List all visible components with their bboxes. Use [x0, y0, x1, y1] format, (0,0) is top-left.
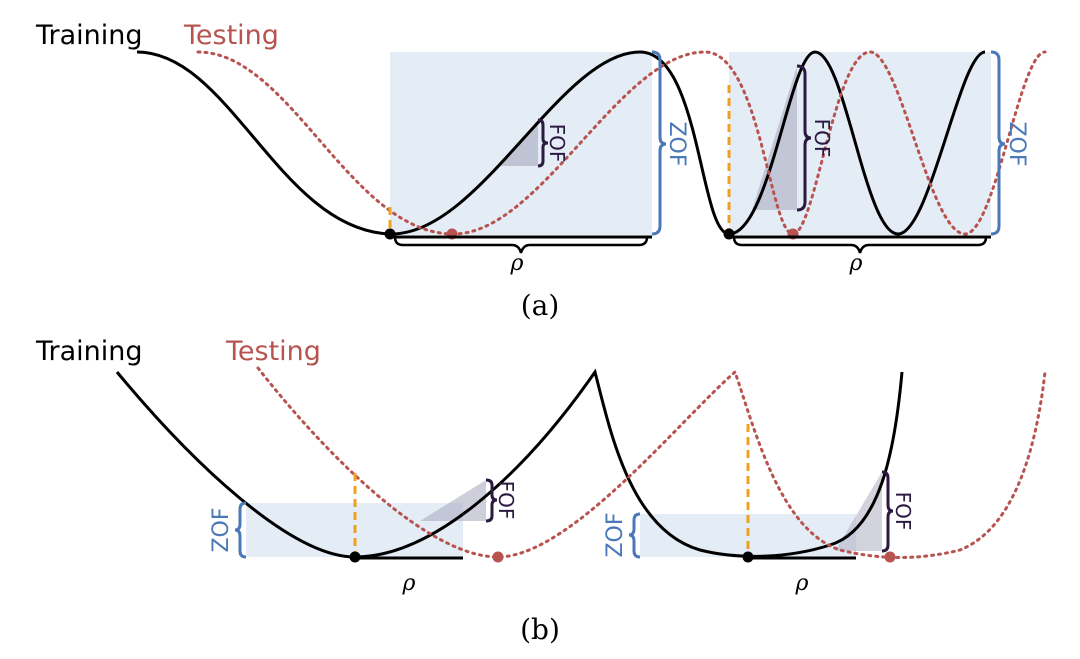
training-label-a: Training [35, 20, 143, 51]
zof-label-a2: ZOF [1004, 121, 1029, 166]
fof-brace-b1 [485, 478, 498, 523]
rho-brace-a2 [732, 236, 988, 254]
testing-minimum-b2 [884, 551, 896, 563]
fof-triangle-b2 [835, 472, 882, 551]
fof-label-a1: FOF [545, 124, 569, 163]
panel-a: Training Testing FOF ZOF FOF ZOF ρ ρ (a) [35, 20, 1047, 322]
fof-label-a2: FOF [810, 119, 834, 158]
testing-label-b: Testing [225, 336, 321, 367]
rho-label-a1: ρ [510, 251, 524, 276]
testing-minimum-b1 [492, 551, 504, 563]
fof-triangle-a2 [752, 66, 797, 210]
rho-label-b2: ρ [795, 571, 809, 596]
rho-brace-a1 [393, 236, 649, 254]
fof-label-b1: FOF [494, 481, 518, 520]
zof-brace-b2 [628, 512, 641, 559]
caption-b: (b) [520, 613, 560, 646]
training-curve-a [136, 50, 986, 236]
fof-brace-b2 [881, 470, 894, 553]
panel-b: Training Testing ZOF ZOF FOF FOF ρ ρ (b) [35, 336, 1047, 646]
zof-brace-b1 [234, 501, 247, 559]
testing-label-a: Testing [183, 20, 279, 51]
fof-label-b2: FOF [891, 492, 915, 531]
zof-brace-a2 [990, 50, 1006, 236]
caption-a: (a) [521, 289, 560, 322]
training-minimum-b2 [742, 551, 754, 563]
training-minimum-b1 [349, 551, 361, 563]
zof-label-a1: ZOF [664, 121, 689, 166]
training-curve-b [115, 368, 904, 559]
training-label-b: Training [35, 336, 143, 367]
rho-label-b1: ρ [402, 571, 416, 596]
testing-curve-a [196, 50, 1047, 236]
rho-label-a2: ρ [849, 251, 863, 276]
fof-brace-a2 [796, 64, 812, 212]
testing-curve-b [256, 366, 1047, 559]
zof-label-b1: ZOF [209, 507, 234, 552]
fof-brace-a1 [537, 118, 549, 168]
zof-brace-a1 [651, 50, 667, 236]
zof-label-b2: ZOF [603, 512, 628, 557]
